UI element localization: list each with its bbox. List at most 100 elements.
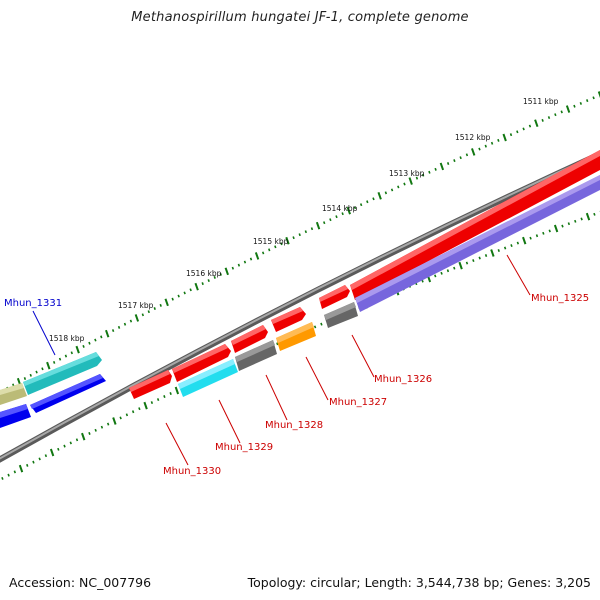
ruler-label-1513: 1513 kbp: [389, 169, 425, 178]
gene-grey-2[interactable]: [235, 340, 277, 371]
ruler-tick: [484, 254, 488, 257]
gene-mhun-1328[interactable]: [231, 325, 268, 353]
ruler-tick: [320, 322, 323, 326]
ruler-tick: [224, 267, 229, 276]
ruler-tick: [541, 118, 544, 122]
ruler-tick: [440, 271, 443, 275]
ruler-tick: [579, 101, 583, 105]
ruler-tick: [189, 288, 192, 292]
ruler-tick: [547, 116, 551, 120]
gene-olive-left[interactable]: [0, 383, 27, 405]
gene-mhun-1329[interactable]: [172, 344, 231, 382]
genome-backbone: [0, 150, 600, 463]
ruler-tick: [415, 176, 419, 180]
ruler-tick: [7, 473, 10, 477]
label-mhun-1329[interactable]: Mhun_1329: [215, 442, 273, 453]
ruler-tick: [26, 463, 29, 467]
ruler-tick: [503, 246, 507, 250]
gene-orange[interactable]: [276, 322, 316, 351]
ruler-tick: [408, 177, 413, 185]
label-mhun-1328[interactable]: Mhun_1328: [265, 420, 323, 431]
ruler-tick: [310, 227, 314, 231]
ruler-tick: [292, 236, 295, 240]
ruler-tick: [478, 147, 481, 151]
ruler-tick: [313, 325, 317, 329]
ruler-tick: [510, 244, 513, 248]
ruler-tick: [458, 261, 463, 270]
ruler-labels: 1511 kbp 1512 kbp 1513 kbp 1514 kbp 1515…: [49, 97, 559, 343]
ruler-tick: [597, 91, 600, 99]
ruler-tick: [143, 401, 148, 410]
ruler-tick: [585, 212, 591, 221]
label-mhun-1327[interactable]: Mhun_1327: [329, 397, 387, 408]
gene-grey-1[interactable]: [324, 302, 358, 328]
ruler-tick: [534, 119, 539, 128]
ruler-tick: [315, 221, 321, 230]
ruler-tick: [497, 138, 500, 142]
ruler-tick: [384, 191, 388, 195]
ruler-tick: [453, 266, 456, 270]
ruler-tick: [112, 417, 117, 425]
ruler-tick: [100, 425, 104, 429]
label-mhun-1330[interactable]: Mhun_1330: [163, 466, 221, 477]
ruler-tick: [70, 351, 73, 355]
accession-text: Accession: NC_007796: [9, 575, 152, 590]
ruler-tick: [213, 275, 216, 279]
ruler-tick: [298, 233, 301, 237]
ruler-tick: [174, 386, 180, 395]
gene-mhun-1326[interactable]: [319, 285, 350, 309]
ruler-tick: [41, 367, 44, 371]
ruler-tick: [497, 249, 500, 252]
ruler-tick: [231, 266, 235, 270]
ruler-tick: [522, 127, 525, 131]
gene-blue-2[interactable]: [0, 404, 31, 428]
ruler-tick: [81, 432, 86, 441]
gene-cyan[interactable]: [178, 359, 238, 397]
ruler-tick: [150, 401, 154, 405]
ruler-tick: [13, 470, 16, 474]
ruler-tick: [560, 110, 563, 114]
ruler-tick: [276, 342, 279, 346]
ruler-tick: [565, 105, 571, 113]
ruler-tick: [138, 407, 141, 411]
ruler-tick: [586, 99, 589, 103]
ruler-tick: [111, 329, 115, 333]
ruler-tick: [46, 361, 51, 370]
ruler-tick: [359, 203, 363, 207]
gene-mhun-1325[interactable]: [350, 150, 600, 300]
ruler-tick: [207, 279, 210, 282]
ruler-tick: [434, 274, 437, 278]
ruler-tick: [428, 170, 431, 174]
map-title: Methanospirillum hungatei JF-1, complete…: [131, 10, 469, 25]
ruler-label-1518: 1518 kbp: [49, 334, 85, 343]
ruler-tick: [237, 263, 241, 267]
gene-mhun-1330[interactable]: [129, 370, 172, 399]
callout-lines: [32, 254, 531, 466]
ruler-tick: [329, 218, 332, 222]
outer-ruler: [0, 91, 600, 393]
ruler-tick: [32, 460, 35, 464]
ruler-tick: [471, 148, 476, 156]
ruler-tick: [52, 360, 56, 364]
gene-mhun-1331[interactable]: [23, 352, 102, 395]
gene-mhun-1327[interactable]: [271, 307, 306, 332]
ruler-tick: [553, 224, 559, 233]
ruler-tick: [177, 294, 180, 298]
ruler-tick: [58, 357, 62, 361]
ruler-tick: [516, 241, 520, 245]
ruler-tick: [341, 212, 344, 216]
ruler-tick: [261, 251, 265, 255]
inner-ruler: [1, 210, 600, 480]
ruler-tick: [573, 104, 576, 108]
gene-blue-1[interactable]: [30, 374, 106, 413]
ruler-tick: [125, 413, 129, 417]
label-mhun-1326[interactable]: Mhun_1326: [374, 374, 432, 385]
ruler-tick: [484, 144, 487, 148]
ruler-tick: [169, 392, 172, 395]
gene-purple-long[interactable]: [355, 175, 600, 312]
ruler-tick: [63, 444, 66, 448]
ruler-tick: [490, 249, 495, 257]
label-mhun-1325[interactable]: Mhun_1325: [531, 293, 589, 304]
label-mhun-1331[interactable]: Mhun_1331: [4, 298, 62, 309]
